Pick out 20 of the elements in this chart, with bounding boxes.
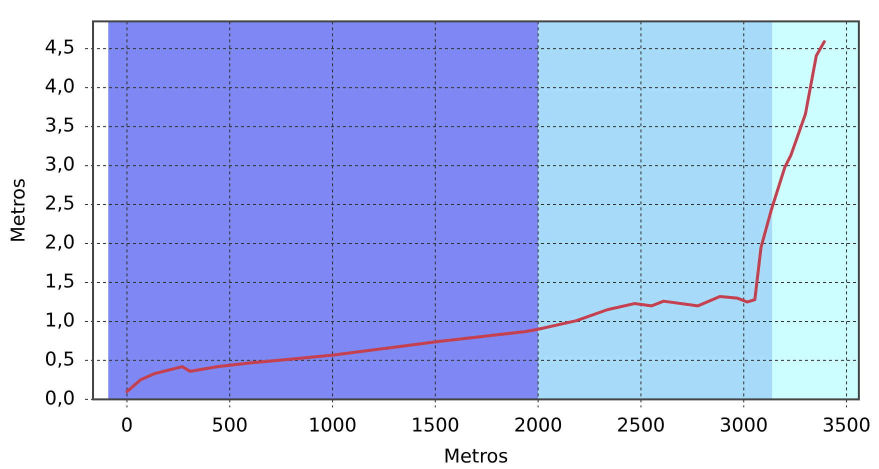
x-tick-label: 0: [120, 414, 133, 437]
x-tick-label: 2000: [514, 414, 562, 437]
x-tick-label: 3500: [822, 414, 871, 437]
x-tick-label: 1000: [308, 414, 357, 437]
y-tick-label: 0,5: [44, 348, 76, 370]
y-tick-label: 2,0: [44, 231, 76, 254]
x-tick-label: 500: [212, 414, 248, 437]
y-tick-label: 2,5: [44, 192, 76, 214]
x-tick-label: 1500: [411, 414, 460, 437]
x-axis-title: Metros: [444, 446, 508, 468]
y-axis-title: Metros: [7, 178, 30, 243]
y-tick-label: 1,5: [44, 270, 76, 292]
y-tick-label: 4,0: [44, 76, 76, 98]
y-tick-label: 0,0: [44, 387, 76, 410]
y-tick-label: 1,0: [44, 309, 76, 332]
y-tick-label: 3,0: [44, 154, 76, 176]
y-tick-label: 3,5: [44, 114, 76, 137]
x-tick-label: 2500: [616, 414, 666, 437]
y-tick-label: 4,5: [44, 36, 76, 59]
x-tick-label: 3000: [720, 414, 768, 437]
